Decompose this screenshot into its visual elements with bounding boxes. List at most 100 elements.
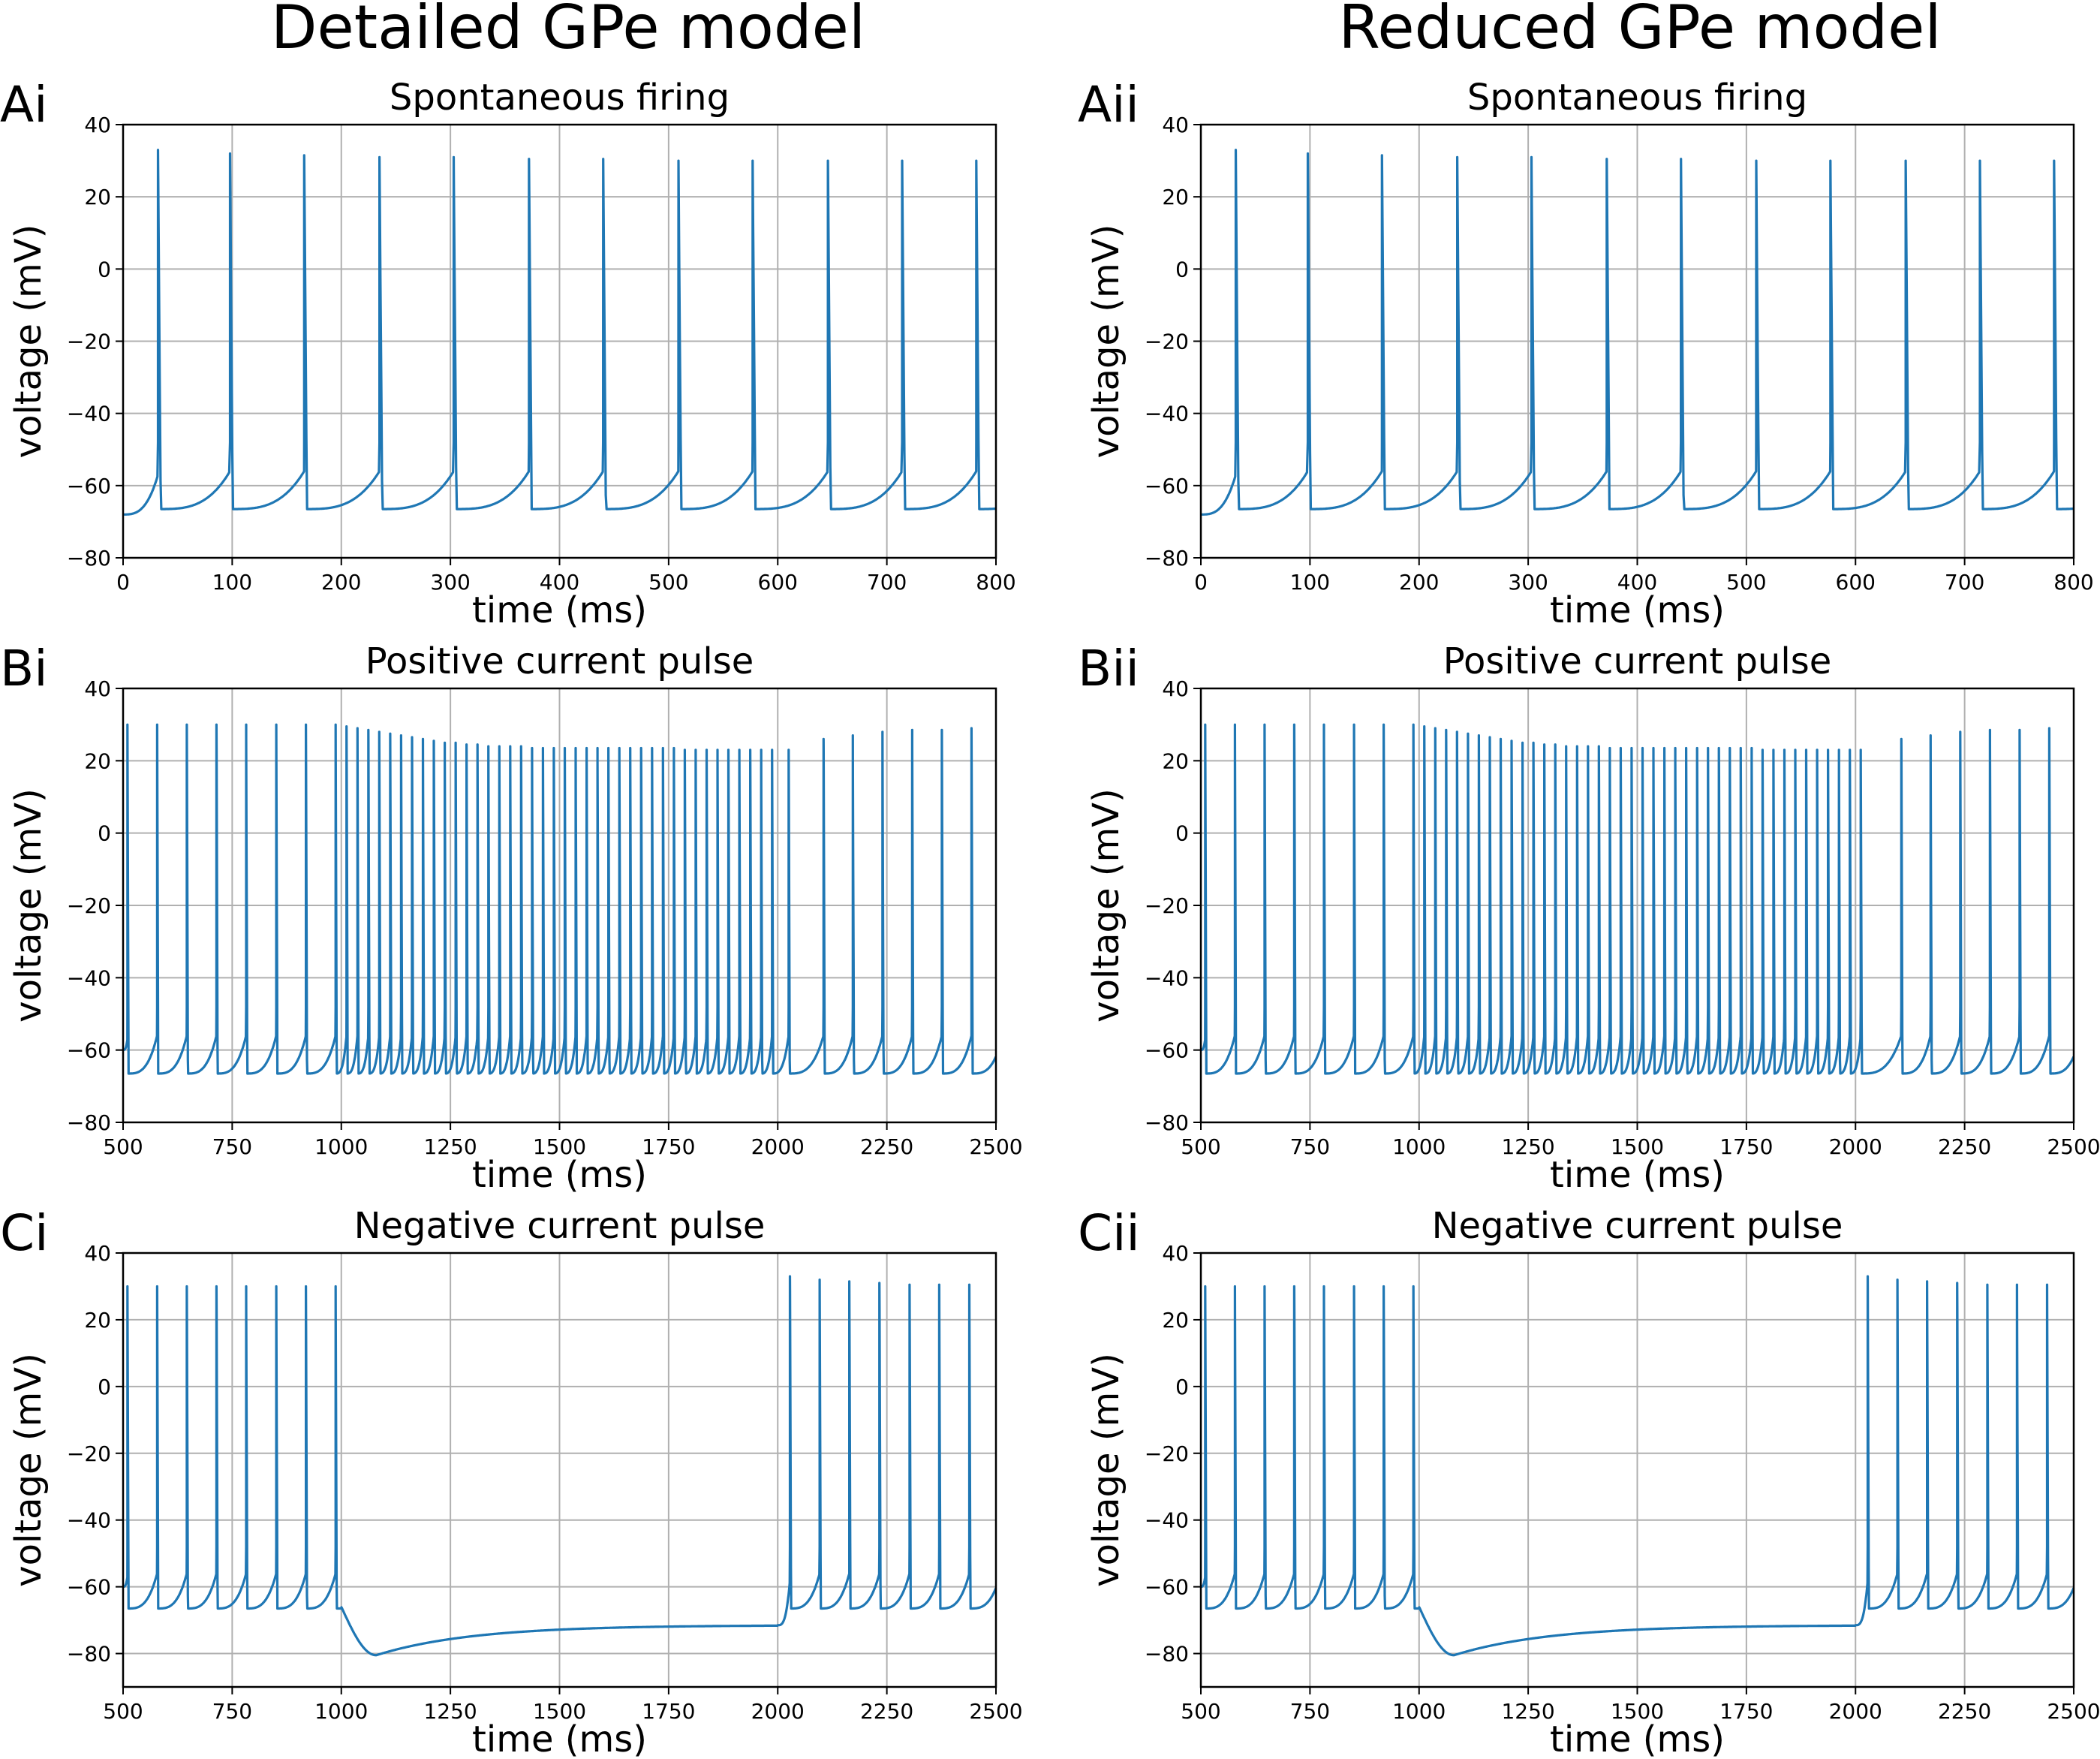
- x-tick-label: 200: [321, 570, 361, 595]
- plot-title: Spontaneous firing: [390, 77, 730, 119]
- x-axis-label: time (ms): [1550, 589, 1725, 631]
- plot-title: Positive current pulse: [366, 640, 754, 682]
- x-tick-label: 750: [1290, 1134, 1330, 1159]
- x-tick-label: 300: [430, 570, 470, 595]
- y-tick-label: 20: [1162, 185, 1189, 209]
- y-tick-label: −20: [1145, 330, 1189, 354]
- y-tick-label: −40: [67, 965, 111, 990]
- x-tick-label: 500: [1181, 1699, 1220, 1724]
- y-tick-label: 20: [84, 185, 111, 209]
- voltage-trace: [1201, 149, 2074, 516]
- x-tick-label: 750: [212, 1699, 252, 1724]
- x-tick-label: 800: [2053, 570, 2093, 595]
- x-tick-label: 0: [116, 570, 130, 595]
- x-tick-label: 2250: [1938, 1134, 1991, 1159]
- x-tick-label: 0: [1194, 570, 1208, 595]
- y-tick-label: 0: [1175, 821, 1189, 846]
- x-tick-label: 750: [212, 1134, 252, 1159]
- y-axis-label: voltage (mV): [8, 788, 50, 1023]
- x-tick-label: 500: [1181, 1134, 1220, 1159]
- y-tick-label: 40: [84, 113, 111, 137]
- y-tick-label: 40: [1162, 113, 1189, 137]
- x-tick-label: 500: [103, 1134, 143, 1159]
- x-tick-label: 600: [1836, 570, 1876, 595]
- panel-label: Bii: [1078, 640, 1139, 697]
- y-axis-label: voltage (mV): [1085, 1353, 1127, 1587]
- x-tick-label: 1000: [1392, 1134, 1446, 1159]
- y-tick-label: −40: [67, 1508, 111, 1533]
- x-tick-label: 1250: [1501, 1699, 1554, 1724]
- panel-label: Aii: [1078, 76, 1139, 134]
- y-tick-label: −80: [1145, 1642, 1189, 1667]
- y-tick-label: 20: [1162, 1308, 1189, 1333]
- x-axis-label: time (ms): [472, 589, 647, 631]
- panel-label: Cii: [1078, 1204, 1140, 1262]
- x-tick-label: 2500: [969, 1699, 1022, 1724]
- y-tick-label: 0: [1175, 257, 1189, 282]
- column-title-detailed: Detailed GPe model: [271, 0, 865, 62]
- x-tick-label: 500: [103, 1699, 143, 1724]
- x-tick-label: 1500: [1611, 1134, 1664, 1159]
- x-tick-label: 2250: [860, 1134, 913, 1159]
- chart-panel-ai: 0 100 200 300 400 500 600 700 800 −80 −60 −40 −20 0 20…: [0, 76, 1016, 631]
- x-tick-label: 2500: [2047, 1134, 2100, 1159]
- x-axis-label: time (ms): [1550, 1718, 1725, 1759]
- chart-panel-cii: 500 750 1000 1250 1500 1750 2000 2250 2500 −80 −60…: [1078, 1204, 2100, 1759]
- y-tick-label: −20: [1145, 893, 1189, 918]
- y-tick-label: −60: [1145, 1038, 1189, 1063]
- plot-title: Negative current pulse: [1432, 1205, 1843, 1247]
- voltage-trace: [123, 149, 996, 516]
- y-tick-label: −40: [1145, 402, 1189, 426]
- y-tick-label: 40: [1162, 1241, 1189, 1266]
- x-axis-label: time (ms): [1550, 1154, 1725, 1196]
- y-tick-label: −40: [1145, 965, 1189, 990]
- chart-panel-bii: 500 750 1000 1250 1500 1750 2000 2250 2500 −80 −60…: [1078, 640, 2100, 1196]
- x-tick-label: 1500: [533, 1699, 586, 1724]
- y-tick-label: −80: [67, 1110, 111, 1135]
- x-tick-label: 400: [540, 570, 579, 595]
- x-tick-label: 750: [1290, 1699, 1330, 1724]
- chart-panel-ci: 500 750 1000 1250 1500 1750 2000 2250 2500 −80 −60…: [0, 1204, 1023, 1759]
- voltage-trace: [123, 1275, 996, 1657]
- x-tick-label: 2000: [751, 1134, 805, 1159]
- y-tick-label: 0: [1175, 1375, 1189, 1399]
- x-tick-label: 800: [976, 570, 1015, 595]
- y-tick-label: −60: [67, 474, 111, 498]
- y-tick-label: −20: [67, 1441, 111, 1466]
- x-tick-label: 500: [1726, 570, 1766, 595]
- y-tick-label: −40: [67, 402, 111, 426]
- x-tick-label: 400: [1617, 570, 1657, 595]
- x-tick-label: 700: [867, 570, 907, 595]
- x-tick-label: 1750: [642, 1699, 695, 1724]
- y-tick-label: −80: [67, 1642, 111, 1667]
- y-tick-label: −80: [1145, 1110, 1189, 1135]
- x-tick-label: 700: [1945, 570, 1984, 595]
- x-tick-label: 1500: [1611, 1699, 1664, 1724]
- y-tick-label: −80: [67, 546, 111, 571]
- x-tick-label: 2500: [969, 1134, 1022, 1159]
- y-axis-label: voltage (mV): [8, 1353, 50, 1587]
- x-tick-label: 2250: [1938, 1699, 1991, 1724]
- voltage-trace: [123, 723, 996, 1075]
- x-tick-label: 2000: [1829, 1699, 1882, 1724]
- y-axis-label: voltage (mV): [1085, 224, 1127, 459]
- x-tick-label: 600: [758, 570, 798, 595]
- x-tick-label: 500: [648, 570, 688, 595]
- y-tick-label: −60: [1145, 1575, 1189, 1600]
- panel-label: Ci: [0, 1204, 48, 1262]
- x-tick-label: 1000: [1392, 1699, 1446, 1724]
- y-tick-label: 40: [84, 676, 111, 701]
- x-tick-label: 300: [1508, 570, 1548, 595]
- chart-panel-bi: 500 750 1000 1250 1500 1750 2000 2250 2500 −80 −60…: [0, 640, 1023, 1196]
- x-tick-label: 2250: [860, 1699, 913, 1724]
- plot-title: Positive current pulse: [1443, 640, 1831, 682]
- x-tick-label: 1000: [314, 1134, 368, 1159]
- voltage-trace: [1201, 1275, 2074, 1657]
- x-tick-label: 1000: [314, 1699, 368, 1724]
- panel-label: Ai: [0, 76, 48, 134]
- x-tick-label: 1500: [533, 1134, 586, 1159]
- y-tick-label: −20: [1145, 1441, 1189, 1466]
- column-title-reduced: Reduced GPe model: [1338, 0, 1941, 62]
- x-tick-label: 100: [212, 570, 252, 595]
- y-tick-label: 0: [98, 1375, 111, 1399]
